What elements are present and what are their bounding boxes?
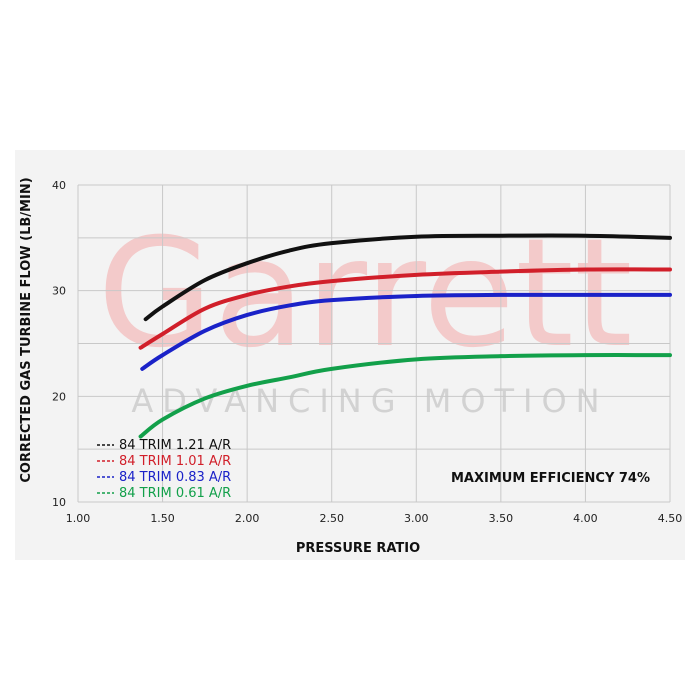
x-tick-label: 3.00 <box>404 512 429 525</box>
x-tick-label: 1.00 <box>66 512 91 525</box>
legend-entry-label: 84 TRIM 1.01 A/R <box>119 454 231 469</box>
y-tick-label: 40 <box>52 179 66 192</box>
grid <box>77 184 671 503</box>
x-tick-label: 1.50 <box>150 512 175 525</box>
legend-entry-label: 84 TRIM 0.61 A/R <box>119 486 231 501</box>
series-line-2 <box>140 292 672 371</box>
y-tick-label: 30 <box>52 285 66 298</box>
series-line-3 <box>138 353 672 439</box>
x-tick-label: 3.50 <box>489 512 514 525</box>
y-tick-labels: 10 20 30 40 <box>52 179 66 509</box>
max-efficiency-annotation: MAXIMUM EFFICIENCY 74% <box>451 471 650 486</box>
legend-entry-label: 84 TRIM 0.83 A/R <box>119 470 231 485</box>
x-tick-labels: 1.00 1.50 2.00 2.50 3.00 3.50 4.00 4.50 <box>66 512 683 525</box>
watermark-tagline: ADVANCING MOTION <box>131 382 608 420</box>
series-line-0 <box>143 233 672 322</box>
x-tick-label: 2.00 <box>235 512 260 525</box>
x-tick-label: 2.50 <box>319 512 344 525</box>
y-axis-title: CORRECTED GAS TURBINE FLOW (LB/MIN) <box>19 177 34 482</box>
legend: 84 TRIM 1.21 A/R84 TRIM 1.01 A/R84 TRIM … <box>97 438 231 501</box>
series-lines <box>138 233 672 439</box>
x-tick-label: 4.50 <box>658 512 683 525</box>
legend-entry-label: 84 TRIM 1.21 A/R <box>119 438 231 453</box>
series-line-1 <box>138 267 672 350</box>
y-tick-label: 20 <box>52 390 66 403</box>
x-axis-title: PRESSURE RATIO <box>296 541 420 556</box>
y-tick-label: 10 <box>52 496 66 509</box>
x-tick-label: 4.00 <box>573 512 598 525</box>
